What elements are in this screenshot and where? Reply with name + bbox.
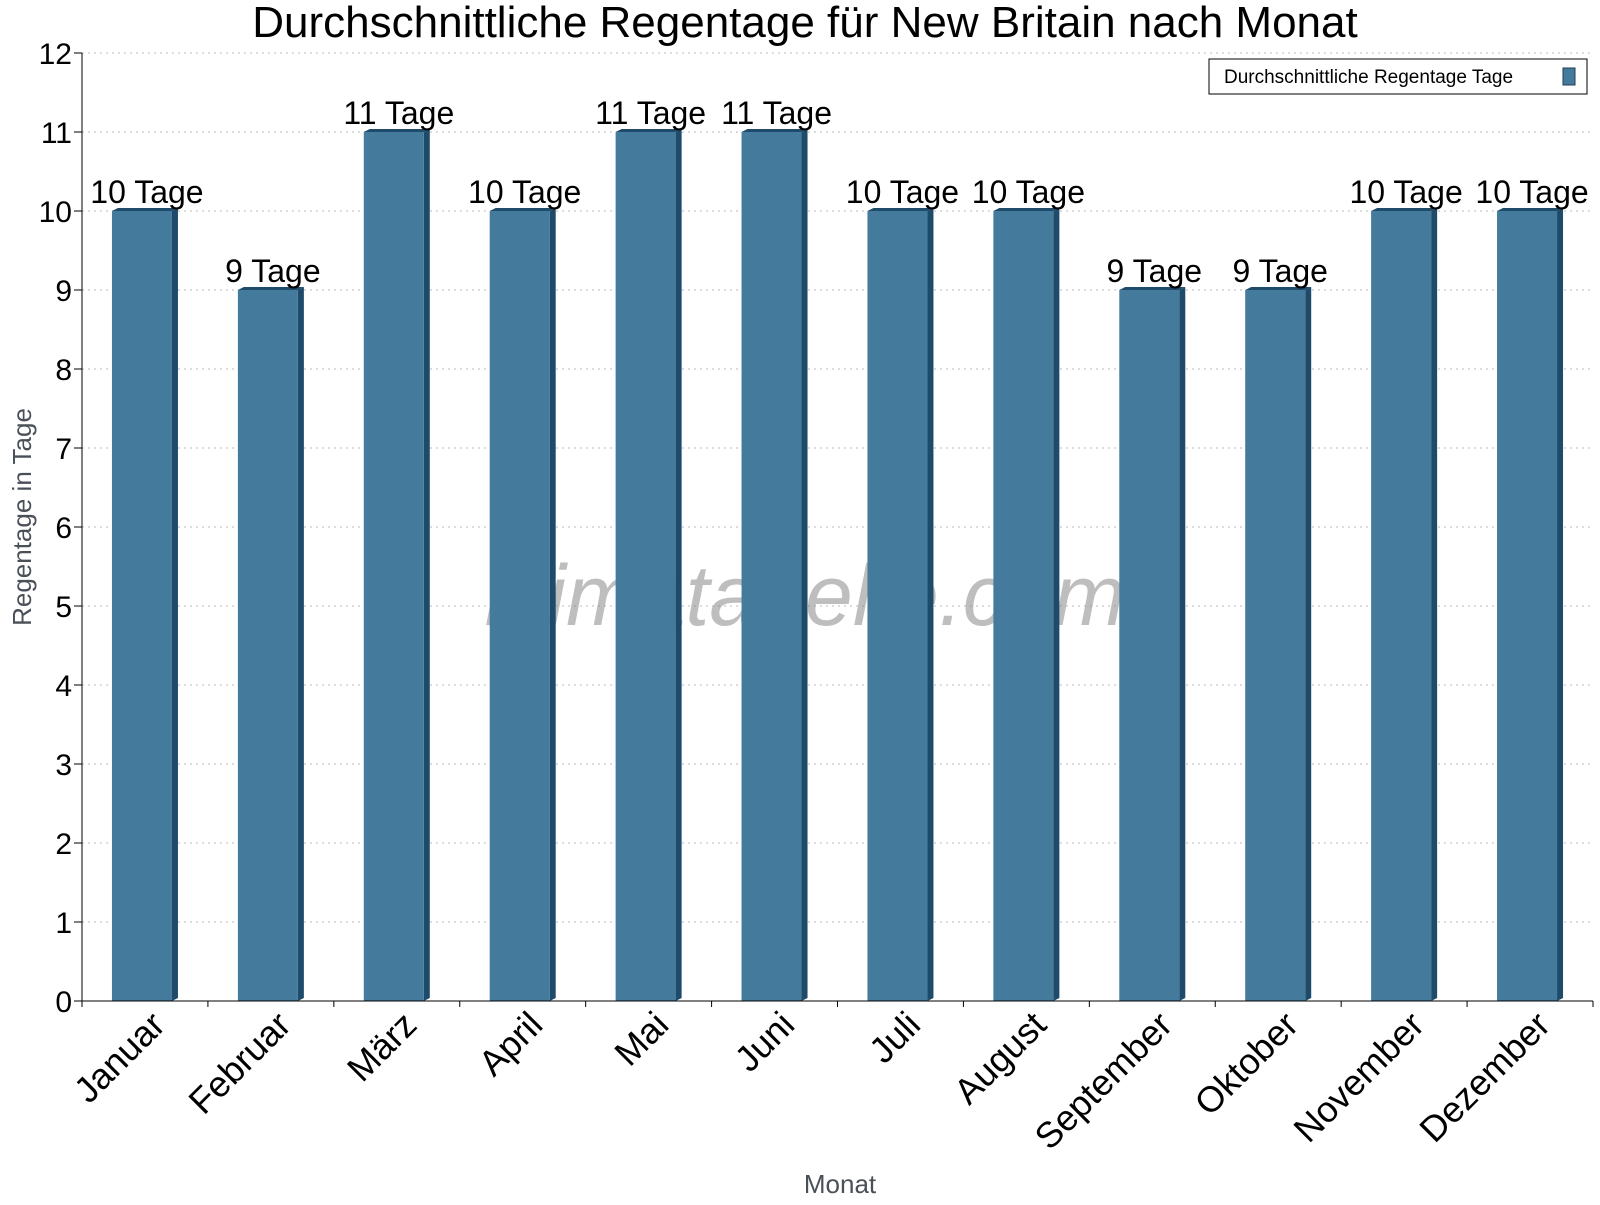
y-axis-title: Regentage in Tage [7,408,37,626]
bar-side [549,208,556,1001]
bar-side [297,287,304,1001]
bar-side [1053,208,1060,1001]
bar-side [927,208,934,1001]
bar [111,211,172,1001]
y-tick-label: 11 [41,117,72,150]
data-label: 10 Tage [468,174,581,210]
x-tick-label: August [946,1004,1054,1112]
bar-top [741,129,808,132]
data-label: 10 Tage [846,174,959,210]
bar-top [1119,287,1186,290]
bar [867,211,928,1001]
data-label: 10 Tage [972,174,1085,210]
x-tick-label: Mai [606,1004,676,1074]
y-tick-label: 3 [55,749,72,782]
x-tick-label: Februar [180,1004,298,1122]
chart-title: Durchschnittliche Regentage für New Brit… [252,0,1357,47]
y-tick-label: 8 [55,354,72,387]
legend-label: Durchschnittliche Regentage Tage [1224,67,1513,88]
data-label: 9 Tage [225,253,321,289]
y-tick-label: 2 [55,828,72,861]
bar-top [1497,208,1564,211]
x-tick-label: September [1026,1004,1180,1158]
bar-top [237,287,304,290]
bar-top [993,208,1060,211]
bar [993,211,1054,1001]
bar [363,132,424,1001]
bar-top [1371,208,1438,211]
x-axis-title: Monat [804,1169,877,1199]
bar-top [867,208,934,211]
data-label: 11 Tage [721,95,832,131]
bar-top [1245,287,1312,290]
data-label: 11 Tage [595,95,706,131]
y-tick-label: 12 [39,38,72,71]
x-tick-label: Oktober [1186,1004,1306,1124]
y-tick-label: 5 [55,591,72,624]
bar-top [615,129,682,132]
data-label: 10 Tage [1349,174,1462,210]
y-tick-label: 6 [55,512,72,545]
bar [615,132,676,1001]
bars [111,129,1564,1001]
data-labels: 10 Tage 9 Tage 11 Tage 10 Tage 11 Tage 11 Tag… [90,95,1588,289]
bar-side [1431,208,1438,1001]
y-tick-label: 7 [55,433,72,466]
bar-top [111,208,178,211]
bar-top [489,208,556,211]
x-tick-label: Dezember [1411,1004,1557,1150]
bar-side [1305,287,1312,1001]
bar-top [363,129,430,132]
data-label: 10 Tage [90,174,203,210]
bar [1371,211,1432,1001]
bar [489,211,550,1001]
bar [741,132,802,1001]
x-tick-label: Januar [66,1004,173,1111]
bar-side [1179,287,1186,1001]
x-tick-label: April [470,1004,550,1084]
y-tick-label: 1 [55,907,72,940]
legend: Durchschnittliche Regentage Tage [1208,58,1588,95]
bar-side [1557,208,1564,1001]
x-tick-label: Juni [727,1004,803,1080]
legend-box [1208,58,1588,95]
bar [1119,290,1180,1001]
legend-swatch [1562,67,1576,86]
y-tick-label: 0 [55,986,72,1019]
y-tick-label: 9 [55,275,72,308]
bar-side [675,129,682,1001]
x-tick-label: November [1285,1004,1431,1150]
y-tick-label: 10 [39,196,72,229]
x-tick-label: März [339,1004,425,1090]
bar-side [423,129,430,1001]
data-label: 9 Tage [1232,253,1328,289]
data-label: 9 Tage [1107,253,1203,289]
data-label: 10 Tage [1475,174,1588,210]
x-tick-label: Juli [861,1004,928,1071]
y-tick-label: 4 [55,670,72,703]
bar-side [801,129,808,1001]
bar-side [171,208,178,1001]
bar [1245,290,1306,1001]
bar [1497,211,1558,1001]
data-label: 11 Tage [343,95,454,131]
bar [237,290,298,1001]
